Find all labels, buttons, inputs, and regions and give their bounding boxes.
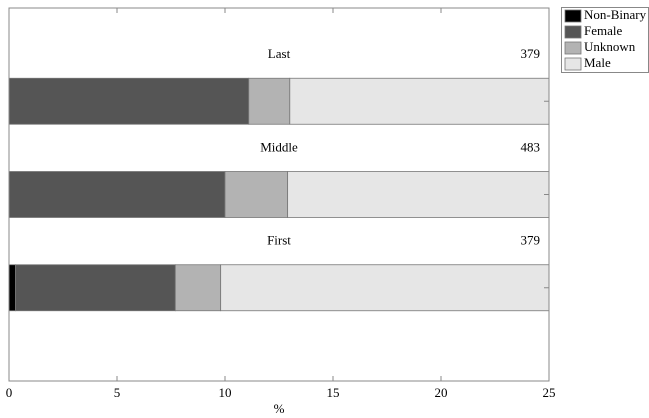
bar-segment xyxy=(9,77,250,125)
legend-label: Female xyxy=(584,23,622,38)
bar-segment xyxy=(174,264,222,312)
count-label: 379 xyxy=(521,233,541,248)
bar-segment xyxy=(248,77,291,125)
bar-segment xyxy=(224,171,289,218)
x-tick-label: 5 xyxy=(114,385,121,400)
count-label: 379 xyxy=(521,46,541,61)
legend-label: Male xyxy=(584,55,611,70)
bar-segment xyxy=(9,171,226,218)
x-tick-label: 0 xyxy=(6,385,13,400)
category-label: Middle xyxy=(260,139,298,154)
x-tick-label: 20 xyxy=(435,385,448,400)
bar-segment xyxy=(9,264,16,312)
x-axis-label: % xyxy=(274,401,285,416)
bars xyxy=(9,77,549,312)
legend-swatch xyxy=(564,25,582,39)
bar-segment xyxy=(287,171,549,218)
category-label: Last xyxy=(268,46,291,61)
x-tick-label: 10 xyxy=(219,385,232,400)
legend-swatch xyxy=(564,41,582,55)
category-label: First xyxy=(267,233,291,248)
x-tick-label: 25 xyxy=(543,385,556,400)
bar-segment xyxy=(220,264,549,312)
legend-label: Unknown xyxy=(584,39,636,54)
x-tick-label: 15 xyxy=(327,385,340,400)
count-label: 483 xyxy=(521,139,541,154)
bar-segment xyxy=(15,264,176,312)
legend-label: Non-Binary xyxy=(584,7,647,22)
legend-swatch xyxy=(564,57,582,71)
legend-swatch xyxy=(564,9,582,23)
bar-segment xyxy=(289,77,549,125)
